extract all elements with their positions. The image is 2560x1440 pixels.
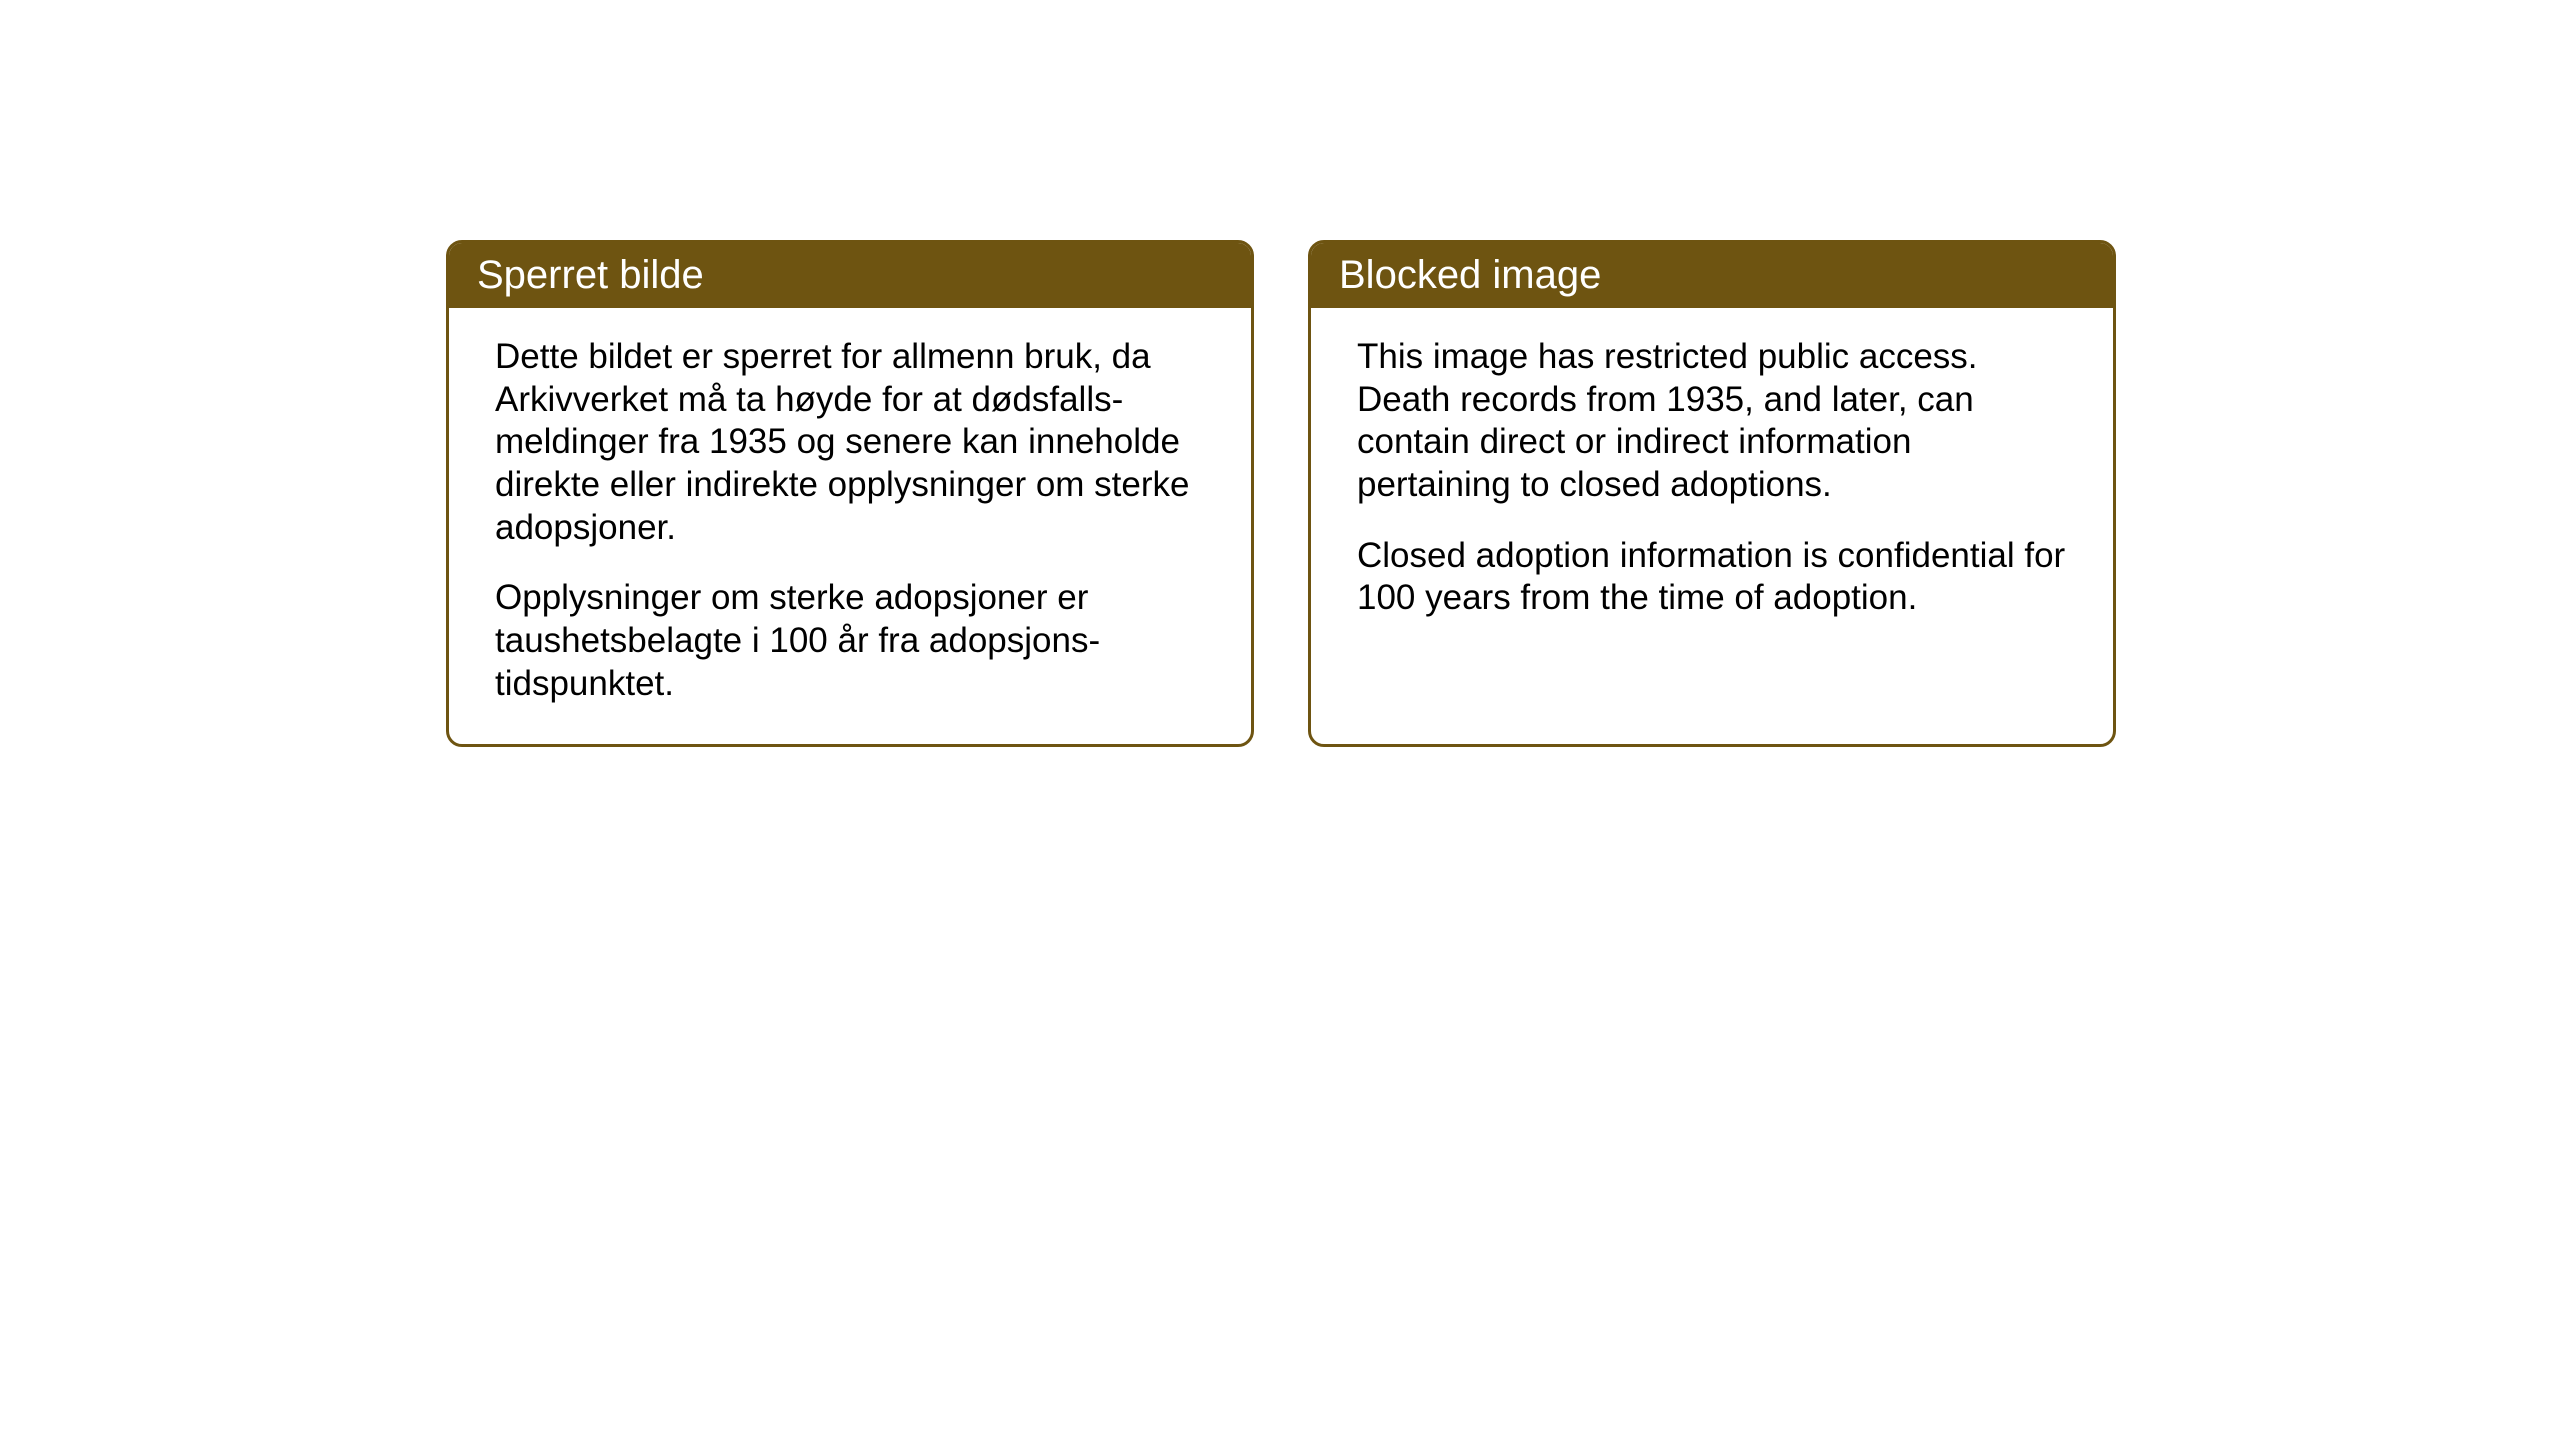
notice-body: This image has restricted public access.… (1311, 308, 2113, 658)
notice-paragraph: This image has restricted public access.… (1357, 336, 2067, 507)
notice-body: Dette bildet er sperret for allmenn bruk… (449, 308, 1251, 744)
notice-title: Blocked image (1339, 253, 1601, 297)
notice-card-english: Blocked image This image has restricted … (1308, 240, 2116, 747)
notice-title: Sperret bilde (477, 253, 704, 297)
notice-header: Blocked image (1311, 243, 2113, 308)
notice-header: Sperret bilde (449, 243, 1251, 308)
notice-paragraph: Closed adoption information is confident… (1357, 535, 2067, 620)
notice-card-norwegian: Sperret bilde Dette bildet er sperret fo… (446, 240, 1254, 747)
notice-paragraph: Opplysninger om sterke adopsjoner er tau… (495, 577, 1205, 705)
notice-container: Sperret bilde Dette bildet er sperret fo… (446, 240, 2116, 747)
notice-paragraph: Dette bildet er sperret for allmenn bruk… (495, 336, 1205, 549)
